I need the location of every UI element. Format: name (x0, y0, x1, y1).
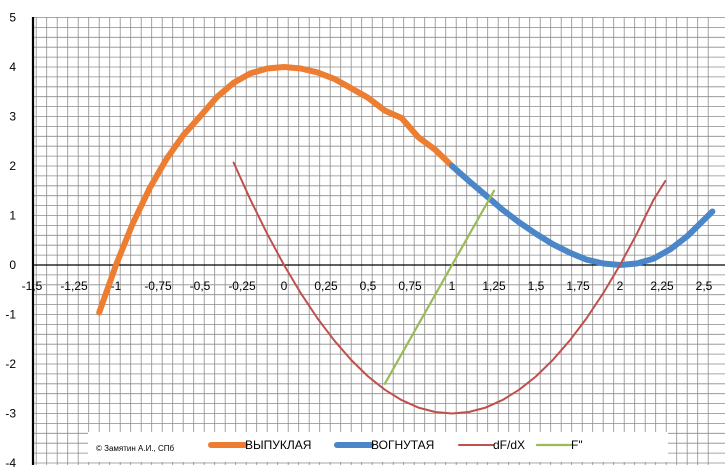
series-line-4 (383, 189, 496, 385)
x-tick-label: 1,5 (528, 279, 545, 293)
legend: © Замятин А.И., СПб ВЫПУКЛАЯ ВОГНУТАЯ dF/d… (88, 432, 668, 462)
legend-label: ВЫПУКЛАЯ (245, 438, 311, 452)
y-tick-label: 0 (9, 258, 16, 272)
y-tick-label: 1 (9, 209, 16, 223)
x-tick-label: -0,25 (228, 279, 256, 293)
x-tick-label: 0,5 (360, 279, 377, 293)
legend-background (88, 432, 668, 462)
x-tick-label: 2,5 (696, 279, 713, 293)
x-tick-label: 1,75 (566, 279, 590, 293)
y-tick-label: -2 (5, 357, 16, 371)
x-tick-label: -1,25 (60, 279, 88, 293)
x-tick-label: 0 (281, 279, 288, 293)
y-tick-label: -1 (5, 308, 16, 322)
x-tick-label: 2,25 (650, 279, 674, 293)
y-tick-label: -3 (5, 407, 16, 421)
y-tick-label: 3 (9, 110, 16, 124)
x-tick-label: 2 (617, 279, 624, 293)
legend-label: ВОГНУТАЯ (371, 438, 434, 452)
x-tick-label: 0,75 (398, 279, 422, 293)
x-tick-label: 1 (449, 279, 456, 293)
x-tick-label: -0,75 (144, 279, 172, 293)
x-tick-label: -1,5 (22, 279, 43, 293)
legend-label: dF/dX (493, 438, 525, 452)
copyright-text: © Замятин А.И., СПб (96, 444, 175, 453)
y-tick-label: 4 (9, 60, 16, 74)
series-lines (96, 64, 716, 415)
legend-label: F" (571, 438, 583, 452)
tick-labels: -1,5 -1,25 -1 -0,75 -0,5 -0,25 0 0,25 0,5 0,75 1 1,… (5, 11, 712, 471)
x-tick-label: 1,25 (482, 279, 506, 293)
series-line-2 (449, 163, 716, 268)
y-tick-label: 5 (9, 11, 16, 25)
series-line-3 (232, 161, 667, 415)
x-tick-label: -1 (111, 279, 122, 293)
y-tick-label: -4 (5, 456, 16, 470)
x-tick-label: 0,25 (314, 279, 338, 293)
series-line-1 (96, 64, 455, 316)
y-tick-label: 2 (9, 159, 16, 173)
x-tick-label: -0,5 (190, 279, 211, 293)
grid (33, 17, 725, 465)
